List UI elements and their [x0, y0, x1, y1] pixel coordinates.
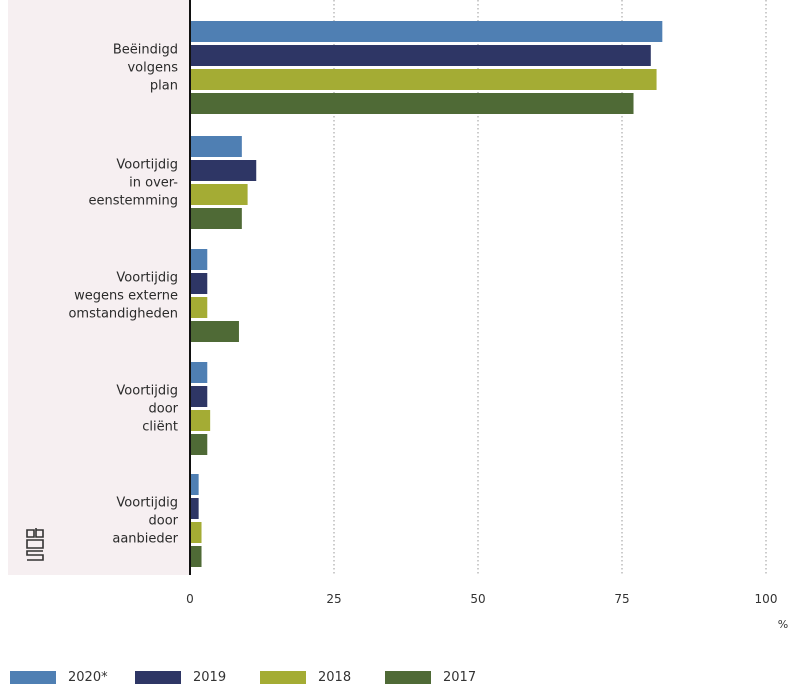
bar-2-2018 [190, 184, 248, 205]
legend-label: 2019 [193, 669, 227, 685]
bar-4-2018 [190, 410, 211, 431]
bar-2-2020 [190, 136, 242, 157]
category-label-5-line-2: door [148, 514, 178, 529]
bar-4-2019 [190, 386, 208, 407]
category-label-5-line-3: aanbieder [112, 532, 178, 547]
category-label-5-line-1: Voortijdig [116, 496, 178, 511]
legend-item-2020: 2020* [10, 670, 135, 685]
bar-3-2019 [190, 273, 208, 294]
bar-3-2018 [190, 297, 208, 318]
bar-4-2020 [190, 362, 208, 383]
category-label-4-line-1: Voortijdig [116, 384, 178, 399]
bar-4-2017 [190, 434, 208, 455]
category-label-4-line-3: cliënt [142, 420, 178, 435]
bar-1-2020 [190, 21, 663, 42]
bar-5-2017 [190, 546, 202, 567]
category-label-1-line-1: Beëindigd [113, 43, 178, 58]
x-tick-label-25: 25 [326, 592, 341, 606]
legend-label: 2018 [318, 669, 352, 685]
x-unit-label: % [778, 618, 788, 631]
legend-swatch [135, 670, 181, 684]
x-tick-label-50: 50 [470, 592, 485, 606]
legend-swatch [260, 670, 306, 684]
category-label-3-line-3: omstandigheden [68, 307, 178, 322]
legend-label: 2020* [68, 669, 108, 685]
cbs-logo [24, 527, 46, 561]
x-tick-label-100: 100 [755, 592, 778, 606]
bar-5-2020 [190, 474, 199, 495]
x-tick-label-0: 0 [186, 592, 194, 606]
bar-1-2019 [190, 45, 651, 66]
legend-swatch [10, 670, 56, 684]
category-label-3-line-1: Voortijdig [116, 271, 178, 286]
bar-3-2017 [190, 321, 239, 342]
bar-3-2020 [190, 249, 208, 270]
category-panel [8, 0, 190, 575]
legend: 2020* 2019 2018 2017 [10, 668, 510, 686]
category-label-2-line-1: Voortijdig [116, 158, 178, 173]
bar-1-2017 [190, 93, 634, 114]
legend-item-2018: 2018 [260, 670, 385, 685]
bar-2-2017 [190, 208, 242, 229]
category-label-2-line-3: eenstemming [88, 194, 178, 209]
category-label-4-line-2: door [148, 402, 178, 417]
category-label-3-line-2: wegens externe [74, 289, 178, 304]
bar-1-2018 [190, 69, 657, 90]
bar-5-2018 [190, 522, 202, 543]
bar-2-2019 [190, 160, 257, 181]
category-label-2-line-2: in over- [129, 176, 178, 191]
legend-label: 2017 [443, 669, 477, 685]
legend-item-2017: 2017 [385, 670, 510, 685]
legend-swatch [385, 670, 431, 684]
legend-item-2019: 2019 [135, 670, 260, 685]
bar-5-2019 [190, 498, 199, 519]
category-label-1-line-2: volgens [127, 61, 178, 76]
x-tick-label-75: 75 [614, 592, 629, 606]
category-label-1-line-3: plan [150, 79, 178, 94]
